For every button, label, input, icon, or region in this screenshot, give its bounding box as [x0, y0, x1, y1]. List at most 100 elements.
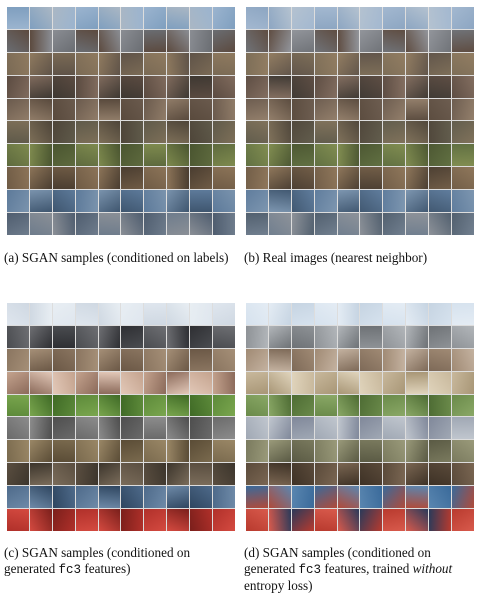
thumbnail-image [314, 52, 337, 75]
thumbnail-image [360, 371, 383, 394]
thumbnail-image [291, 371, 314, 394]
thumbnail-image [452, 417, 474, 440]
thumbnail-image [429, 348, 452, 371]
thumbnail-image [29, 98, 52, 121]
thumbnail-image [406, 348, 429, 371]
thumbnail-image [190, 167, 213, 190]
thumbnail-image [98, 509, 121, 531]
thumbnail-image [98, 167, 121, 190]
thumbnail-image [452, 325, 474, 348]
thumbnail-image [75, 29, 98, 52]
thumbnail-image [144, 75, 167, 98]
thumbnail-image [452, 29, 474, 52]
thumbnail-image [360, 75, 383, 98]
thumbnail-image [337, 7, 360, 29]
thumbnail-image [337, 98, 360, 121]
thumbnail-image [429, 52, 452, 75]
thumbnail-image [383, 75, 406, 98]
thumbnail-image [98, 190, 121, 213]
thumbnail-image [246, 463, 268, 486]
thumbnail-image [144, 167, 167, 190]
image-grid-b [246, 7, 474, 235]
thumbnail-image [167, 509, 190, 531]
thumbnail-image [52, 348, 75, 371]
thumbnail-image [121, 325, 144, 348]
thumbnail-image [429, 417, 452, 440]
thumbnail-image [406, 509, 429, 531]
thumbnail-image [167, 29, 190, 52]
thumbnail-image [291, 463, 314, 486]
thumbnail-image [144, 7, 167, 29]
thumbnail-image [406, 7, 429, 29]
thumbnail-image [268, 52, 291, 75]
thumbnail-image [429, 167, 452, 190]
thumbnail-image [213, 486, 235, 509]
thumbnail-image [167, 52, 190, 75]
thumbnail-image [213, 371, 235, 394]
thumbnail-image [7, 394, 29, 417]
thumbnail-image [190, 52, 213, 75]
thumbnail-image [144, 98, 167, 121]
thumbnail-image [52, 167, 75, 190]
thumbnail-image [29, 394, 52, 417]
thumbnail-image [246, 167, 268, 190]
thumbnail-image [167, 417, 190, 440]
thumbnail-image [429, 394, 452, 417]
thumbnail-image [144, 348, 167, 371]
thumbnail-image [291, 52, 314, 75]
thumbnail-image [213, 417, 235, 440]
thumbnail-image [167, 213, 190, 235]
thumbnail-image [360, 98, 383, 121]
thumbnail-image [29, 509, 52, 531]
thumbnail-image [121, 144, 144, 167]
thumbnail-image [7, 417, 29, 440]
thumbnail-image [29, 167, 52, 190]
thumbnail-image [121, 417, 144, 440]
thumbnail-image [7, 98, 29, 121]
thumbnail-image [190, 417, 213, 440]
thumbnail-image [213, 121, 235, 144]
thumbnail-image [360, 190, 383, 213]
thumbnail-image [75, 394, 98, 417]
thumbnail-image [144, 394, 167, 417]
thumbnail-image [337, 348, 360, 371]
thumbnail-image [268, 394, 291, 417]
thumbnail-image [406, 144, 429, 167]
thumbnail-image [406, 75, 429, 98]
thumbnail-image [190, 371, 213, 394]
thumbnail-image [7, 7, 29, 29]
thumbnail-image [406, 394, 429, 417]
thumbnail-image [452, 440, 474, 463]
thumbnail-image [52, 463, 75, 486]
thumbnail-image [52, 486, 75, 509]
thumbnail-image [291, 509, 314, 531]
thumbnail-image [52, 190, 75, 213]
thumbnail-image [7, 348, 29, 371]
thumbnail-image [144, 417, 167, 440]
thumbnail-image [144, 144, 167, 167]
thumbnail-image [144, 190, 167, 213]
thumbnail-image [121, 7, 144, 29]
thumbnail-image [452, 7, 474, 29]
thumbnail-image [98, 29, 121, 52]
thumbnail-image [268, 29, 291, 52]
thumbnail-image [246, 509, 268, 531]
thumbnail-image [314, 417, 337, 440]
thumbnail-image [52, 213, 75, 235]
thumbnail-image [383, 417, 406, 440]
thumbnail-image [121, 121, 144, 144]
thumbnail-image [452, 213, 474, 235]
thumbnail-image [452, 509, 474, 531]
thumbnail-image [52, 417, 75, 440]
thumbnail-image [360, 417, 383, 440]
thumbnail-image [383, 325, 406, 348]
thumbnail-image [213, 167, 235, 190]
thumbnail-image [452, 144, 474, 167]
thumbnail-image [213, 213, 235, 235]
thumbnail-image [167, 98, 190, 121]
thumbnail-image [7, 371, 29, 394]
thumbnail-image [121, 98, 144, 121]
thumbnail-image [190, 213, 213, 235]
thumbnail-image [360, 394, 383, 417]
thumbnail-image [314, 190, 337, 213]
